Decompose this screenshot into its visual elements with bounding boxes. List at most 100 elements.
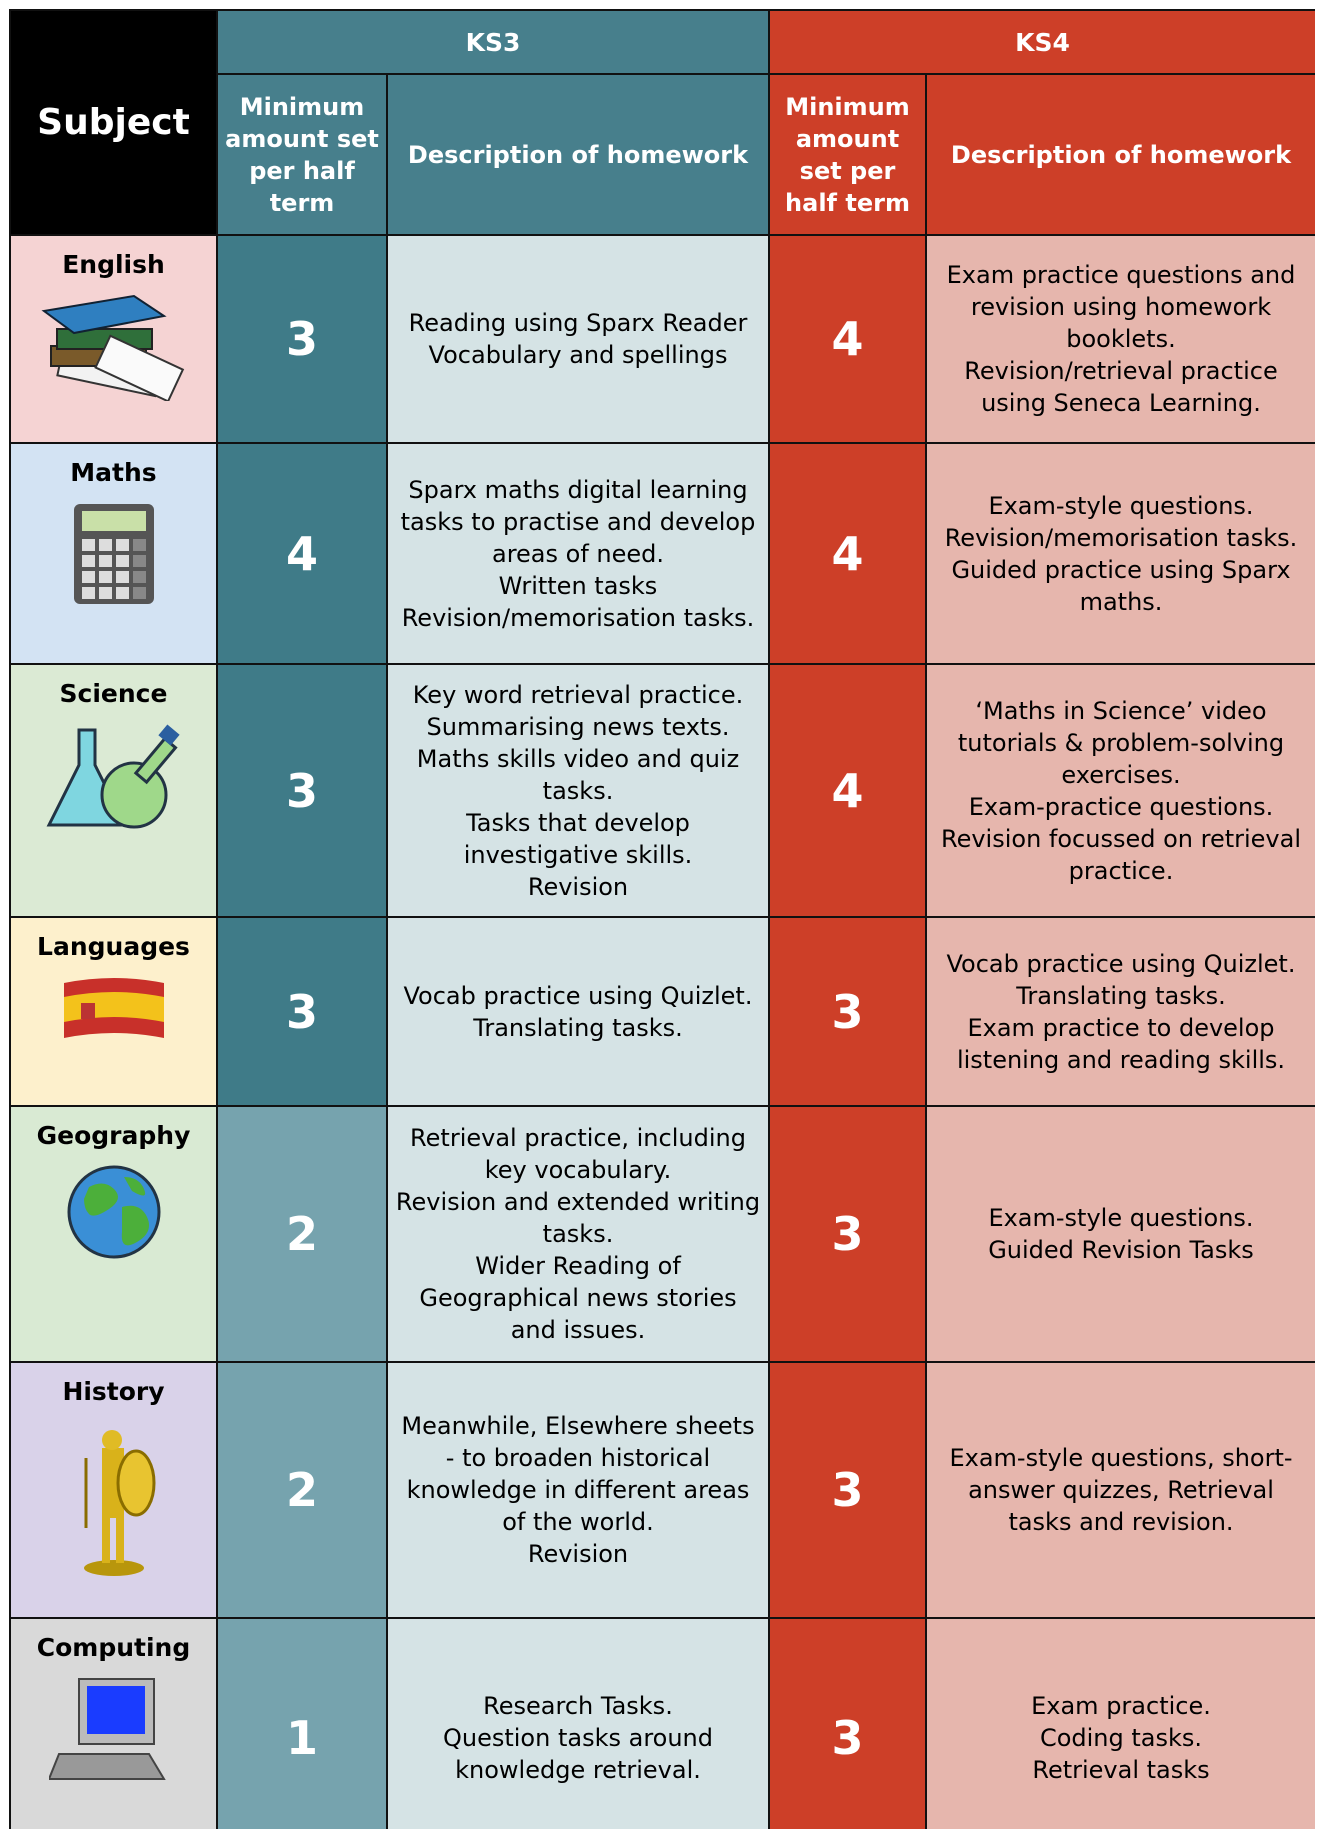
subject-name: Maths [70, 458, 157, 487]
ks3-description: Sparx maths digital learning tasks to pr… [386, 442, 770, 665]
description-line: Sparx maths digital learning tasks to pr… [400, 475, 756, 568]
subject-cell: History [9, 1361, 218, 1619]
description-line: Revision and extended writing tasks. [395, 1188, 761, 1248]
ks4-description: Vocab practice using Quizlet. Translating… [925, 916, 1315, 1107]
description-line: Maths skills video and quiz tasks. [416, 744, 740, 805]
description-line: Revision/memorisation tasks. [401, 603, 755, 632]
description-line: Retrieval practice, including key vocabu… [410, 1124, 746, 1184]
subject-icon [17, 720, 210, 846]
description-line: Coding tasks. [1039, 1724, 1203, 1752]
table-row: Maths 4 Sparx maths digital learning tasks… [9, 442, 1315, 665]
ks3-minimum: 1 [216, 1617, 388, 1829]
description-line: Written tasks [498, 571, 658, 600]
ks4-description: Exam practice. Coding tasks. Retrieval tas… [925, 1617, 1315, 1829]
ks4-minimum: 3 [768, 1105, 927, 1363]
description-line: Exam-style questions. [988, 491, 1254, 520]
description-line: Exam-style questions. [988, 1204, 1254, 1232]
ks4-minimum: 3 [768, 1617, 927, 1829]
description-line: Translating tasks. [1016, 981, 1226, 1010]
subject-icon [17, 1162, 210, 1268]
ks3-min-header: Minimum amount set per half term [216, 73, 388, 236]
subject-cell: Science [9, 663, 218, 918]
ks4-header: KS4 [768, 9, 1315, 75]
subject-icon [17, 973, 210, 1049]
table-row: Languages 3 Vocab practice using Quizlet. T… [9, 916, 1315, 1107]
description-line: Summarising news texts. [426, 712, 730, 741]
description-line: Exam practice to develop listening and r… [956, 1013, 1286, 1074]
ks3-description: Meanwhile, Elsewhere sheets - to broaden… [386, 1361, 770, 1619]
description-line: Research Tasks. [483, 1692, 673, 1720]
ks3-minimum: 2 [216, 1361, 388, 1619]
table-row: History 2 Meanwhile, Elsewhere sheets - to… [9, 1361, 1315, 1619]
subject-cell: English [9, 234, 218, 444]
table-row: Science 3 Key word retrieval practice. Summ… [9, 663, 1315, 918]
subject-name: Languages [37, 932, 190, 961]
ks4-desc-header: Description of homework [925, 73, 1315, 236]
description-line: Revision/memorisation tasks. [944, 523, 1298, 552]
ks4-min-header: Minimum amount set per half term [768, 73, 927, 236]
ks3-minimum: 3 [216, 663, 388, 918]
ks3-header: KS3 [216, 9, 770, 75]
ks3-description: Retrieval practice, including key vocabu… [386, 1105, 770, 1363]
description-line: Tasks that develop investigative skills. [463, 808, 693, 869]
ks4-description: ‘Maths in Science’ video tutorials & pro… [925, 663, 1315, 918]
description-line: Meanwhile, Elsewhere sheets - to broaden… [401, 1412, 755, 1536]
description-line: Translating tasks. [473, 1013, 683, 1042]
description-line: Exam practice questions and revision usi… [946, 261, 1296, 353]
ks3-minimum: 4 [216, 442, 388, 665]
subject-name: History [62, 1377, 165, 1406]
description-line: Reading using Sparx Reader [408, 309, 748, 337]
ks3-description: Research Tasks. Question tasks around kno… [386, 1617, 770, 1829]
subject-name: English [62, 250, 165, 279]
description-line: Revision [527, 872, 629, 901]
table-row: English 3 Reading using Sparx Reader Vocabu… [9, 234, 1315, 444]
subject-icon [17, 291, 210, 407]
description-line: Vocab practice using Quizlet. [946, 949, 1296, 978]
ks4-description: Exam-style questions, short-answer quizz… [925, 1361, 1315, 1619]
subject-cell: Languages [9, 916, 218, 1107]
subject-icon [17, 1674, 210, 1790]
table-row: Computing 1 Research Tasks. Question tasks … [9, 1617, 1315, 1829]
subject-name: Science [59, 679, 168, 708]
description-line: Vocab practice using Quizlet. [403, 981, 753, 1010]
description-line: Vocabulary and spellings [428, 341, 728, 369]
table-body: English 3 Reading using Sparx Reader Vocabu… [9, 234, 1315, 1829]
subject-icon [17, 1418, 210, 1584]
ks3-minimum: 3 [216, 234, 388, 444]
ks3-desc-header: Description of homework [386, 73, 770, 236]
description-line: Guided Revision Tasks [988, 1236, 1254, 1264]
description-line: Revision focussed on retrieval practice. [940, 824, 1302, 885]
description-line: Retrieval tasks [1032, 1756, 1210, 1784]
subject-cell: Maths [9, 442, 218, 665]
description-line: Key word retrieval practice. [412, 680, 744, 709]
description-line: Exam-practice questions. [968, 792, 1274, 821]
ks4-minimum: 4 [768, 663, 927, 918]
ks3-description: Reading using Sparx Reader Vocabulary and… [386, 234, 770, 444]
ks4-description: Exam practice questions and revision usi… [925, 234, 1315, 444]
subject-cell: Geography [9, 1105, 218, 1363]
description-line: Wider Reading of Geographical news stori… [419, 1252, 737, 1344]
description-line: Question tasks around knowledge retrieva… [442, 1724, 713, 1784]
homework-table: Subject KS3 KS4 Minimum amount set per h… [9, 9, 1315, 1829]
subject-header: Subject [9, 9, 218, 236]
description-line: Guided practice using Sparx maths. [951, 555, 1291, 616]
ks4-minimum: 3 [768, 1361, 927, 1619]
description-line: Exam-style questions, short-answer quizz… [949, 1444, 1293, 1536]
subject-name: Computing [36, 1633, 191, 1662]
ks4-minimum: 3 [768, 916, 927, 1107]
ks3-minimum: 3 [216, 916, 388, 1107]
description-line: Revision/retrieval practice using Seneca… [964, 357, 1278, 417]
ks4-description: Exam-style questions. Revision/memorisati… [925, 442, 1315, 665]
ks4-minimum: 4 [768, 234, 927, 444]
table-wrap: Subject KS3 KS4 Minimum amount set per h… [9, 9, 1315, 1829]
description-line: ‘Maths in Science’ video tutorials & pro… [957, 696, 1285, 789]
subject-cell: Computing [9, 1617, 218, 1829]
description-line: Revision [527, 1540, 629, 1568]
ks4-minimum: 4 [768, 442, 927, 665]
ks3-description: Vocab practice using Quizlet. Translating… [386, 916, 770, 1107]
description-line: Exam practice. [1031, 1692, 1211, 1720]
subject-name: Geography [36, 1121, 191, 1150]
subject-icon [17, 499, 210, 615]
table-row: Geography 2 Retrieval practice, including … [9, 1105, 1315, 1363]
